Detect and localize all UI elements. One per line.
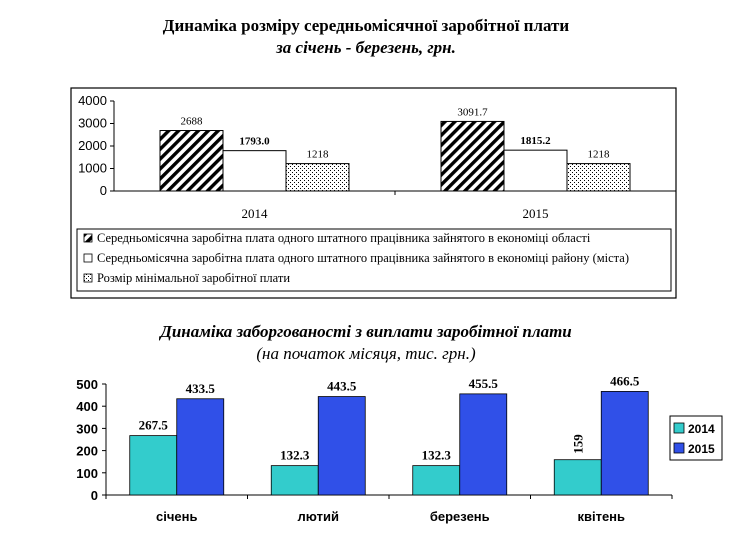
chart2-bar	[129, 435, 178, 496]
chart1-data-label: 1793.0	[239, 136, 270, 148]
chart2-bar	[412, 465, 461, 496]
chart1-legend-label: Розмір мінімальної заробітної плати	[97, 271, 290, 285]
chart1-x-tick-label: 2014	[242, 206, 269, 221]
chart2-bar	[553, 459, 602, 496]
chart2-data-label: 443.5	[327, 379, 357, 394]
chart2-y-tick-label: 400	[76, 399, 98, 414]
chart1-title: Динаміка розміру середньомісячної заробі…	[162, 16, 570, 35]
chart2-bar	[459, 393, 508, 496]
chart1-y-tick-label: 3000	[78, 116, 107, 131]
chart2-bar	[317, 396, 366, 496]
chart1-data-label: 1815.2	[520, 135, 551, 147]
chart1-y-tick-label: 2000	[78, 138, 107, 153]
chart2-title: Динаміка заборгованості з виплати заробі…	[160, 322, 572, 341]
chart2-x-tick-label: лютий	[298, 509, 339, 524]
chart2-legend-label: 2015	[688, 442, 715, 456]
chart1-legend-swatch	[83, 233, 93, 243]
chart2-y-tick-label: 0	[91, 488, 98, 503]
chart2-legend-label: 2014	[688, 422, 715, 436]
chart1-y-tick-label: 1000	[78, 161, 107, 176]
chart2-data-label: 455.5	[469, 376, 499, 391]
chart1-data-label: 3091.7	[457, 106, 488, 118]
chart2-x-tick-label: січень	[156, 509, 197, 524]
chart2-data-label: 132.3	[422, 448, 452, 463]
chart1-y-tick-label: 4000	[78, 93, 107, 108]
chart2-bar	[176, 398, 225, 496]
chart2-y-tick-label: 500	[76, 377, 98, 392]
chart1-subtitle: за січень - березень, грн.	[276, 38, 456, 57]
chart2-data-label: 433.5	[186, 381, 216, 396]
chart2-x-tick-label: квітень	[577, 509, 625, 524]
chart1-legend-label: Середньомісячна заробітна плата одного ш…	[97, 251, 629, 265]
chart2-data-label: 267.5	[139, 418, 169, 433]
chart1-bar	[566, 163, 631, 192]
chart2-subtitle: (на початок місяця, тис. грн.)	[256, 344, 476, 363]
chart2-data-label: 466.5	[610, 373, 640, 388]
chart1-frame	[70, 87, 677, 299]
chart1-x-tick-label: 2015	[523, 206, 549, 221]
chart1-legend-box	[76, 228, 672, 292]
chart2-bar	[600, 391, 649, 496]
chart2-legend-swatch	[673, 422, 685, 434]
chart2-legend-swatch	[673, 442, 685, 454]
chart1-legend-label: Середньомісячна заробітна плата одного ш…	[97, 231, 591, 245]
chart1-legend-swatch	[83, 253, 93, 263]
chart2-y-tick-label: 200	[76, 444, 98, 459]
chart1-bar	[503, 149, 568, 192]
chart1-data-label: 2688	[181, 116, 204, 128]
chart2-data-label: 132.3	[280, 448, 310, 463]
chart1-bar	[222, 150, 287, 192]
chart1-svg: 4000 3000 2000 1000 0 2014 2688 1793.0 1218 2015…	[70, 87, 677, 299]
chart1-legend-swatch	[83, 273, 93, 283]
chart2-data-label: 159	[571, 434, 586, 454]
chart2-y-tick-label: 300	[76, 421, 98, 436]
chart2-bar	[270, 465, 319, 496]
chart1-bar	[285, 163, 350, 192]
chart1-bar	[440, 120, 505, 192]
chart1-data-label: 1218	[588, 149, 611, 161]
chart2-y-tick-label: 100	[76, 466, 98, 481]
chart2-x-tick-label: березень	[430, 509, 490, 524]
chart1-data-label: 1218	[307, 149, 330, 161]
chart1-y-tick-label: 0	[100, 183, 107, 198]
